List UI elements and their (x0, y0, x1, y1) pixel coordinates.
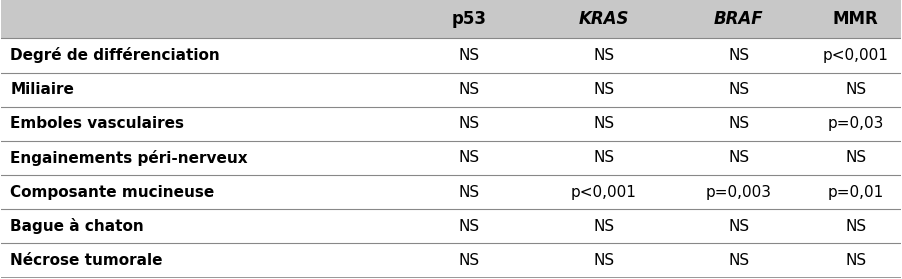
Text: p53: p53 (452, 10, 486, 28)
Text: NS: NS (458, 82, 480, 97)
Text: NS: NS (728, 219, 750, 234)
Text: Composante mucineuse: Composante mucineuse (11, 185, 215, 200)
Text: Engainements péri-nerveux: Engainements péri-nerveux (11, 150, 248, 166)
Text: NS: NS (458, 219, 480, 234)
Text: NS: NS (728, 150, 750, 165)
Text: NS: NS (594, 150, 614, 165)
Text: NS: NS (728, 253, 750, 268)
Text: NS: NS (458, 185, 480, 200)
Text: NS: NS (594, 82, 614, 97)
Text: p=0,01: p=0,01 (827, 185, 884, 200)
Text: NS: NS (845, 150, 866, 165)
Text: NS: NS (845, 253, 866, 268)
Text: NS: NS (458, 253, 480, 268)
Text: Bague à chaton: Bague à chaton (11, 218, 144, 234)
Text: NS: NS (728, 48, 750, 63)
Text: p=0,003: p=0,003 (705, 185, 772, 200)
Text: p<0,001: p<0,001 (571, 185, 637, 200)
Text: NS: NS (594, 219, 614, 234)
Text: NS: NS (728, 82, 750, 97)
Text: NS: NS (845, 82, 866, 97)
Text: Miliaire: Miliaire (11, 82, 74, 97)
Text: Degré de différenciation: Degré de différenciation (11, 47, 220, 63)
Text: p<0,001: p<0,001 (823, 48, 888, 63)
Text: NS: NS (728, 116, 750, 131)
FancyBboxPatch shape (2, 0, 900, 38)
Text: KRAS: KRAS (578, 10, 629, 28)
Text: Emboles vasculaires: Emboles vasculaires (11, 116, 184, 131)
Text: MMR: MMR (833, 10, 879, 28)
Text: NS: NS (458, 48, 480, 63)
Text: p=0,03: p=0,03 (827, 116, 884, 131)
Text: BRAF: BRAF (714, 10, 764, 28)
Text: NS: NS (458, 116, 480, 131)
Text: NS: NS (594, 253, 614, 268)
Text: NS: NS (458, 150, 480, 165)
Text: Nécrose tumorale: Nécrose tumorale (11, 253, 163, 268)
Text: NS: NS (594, 48, 614, 63)
Text: NS: NS (845, 219, 866, 234)
Text: NS: NS (594, 116, 614, 131)
